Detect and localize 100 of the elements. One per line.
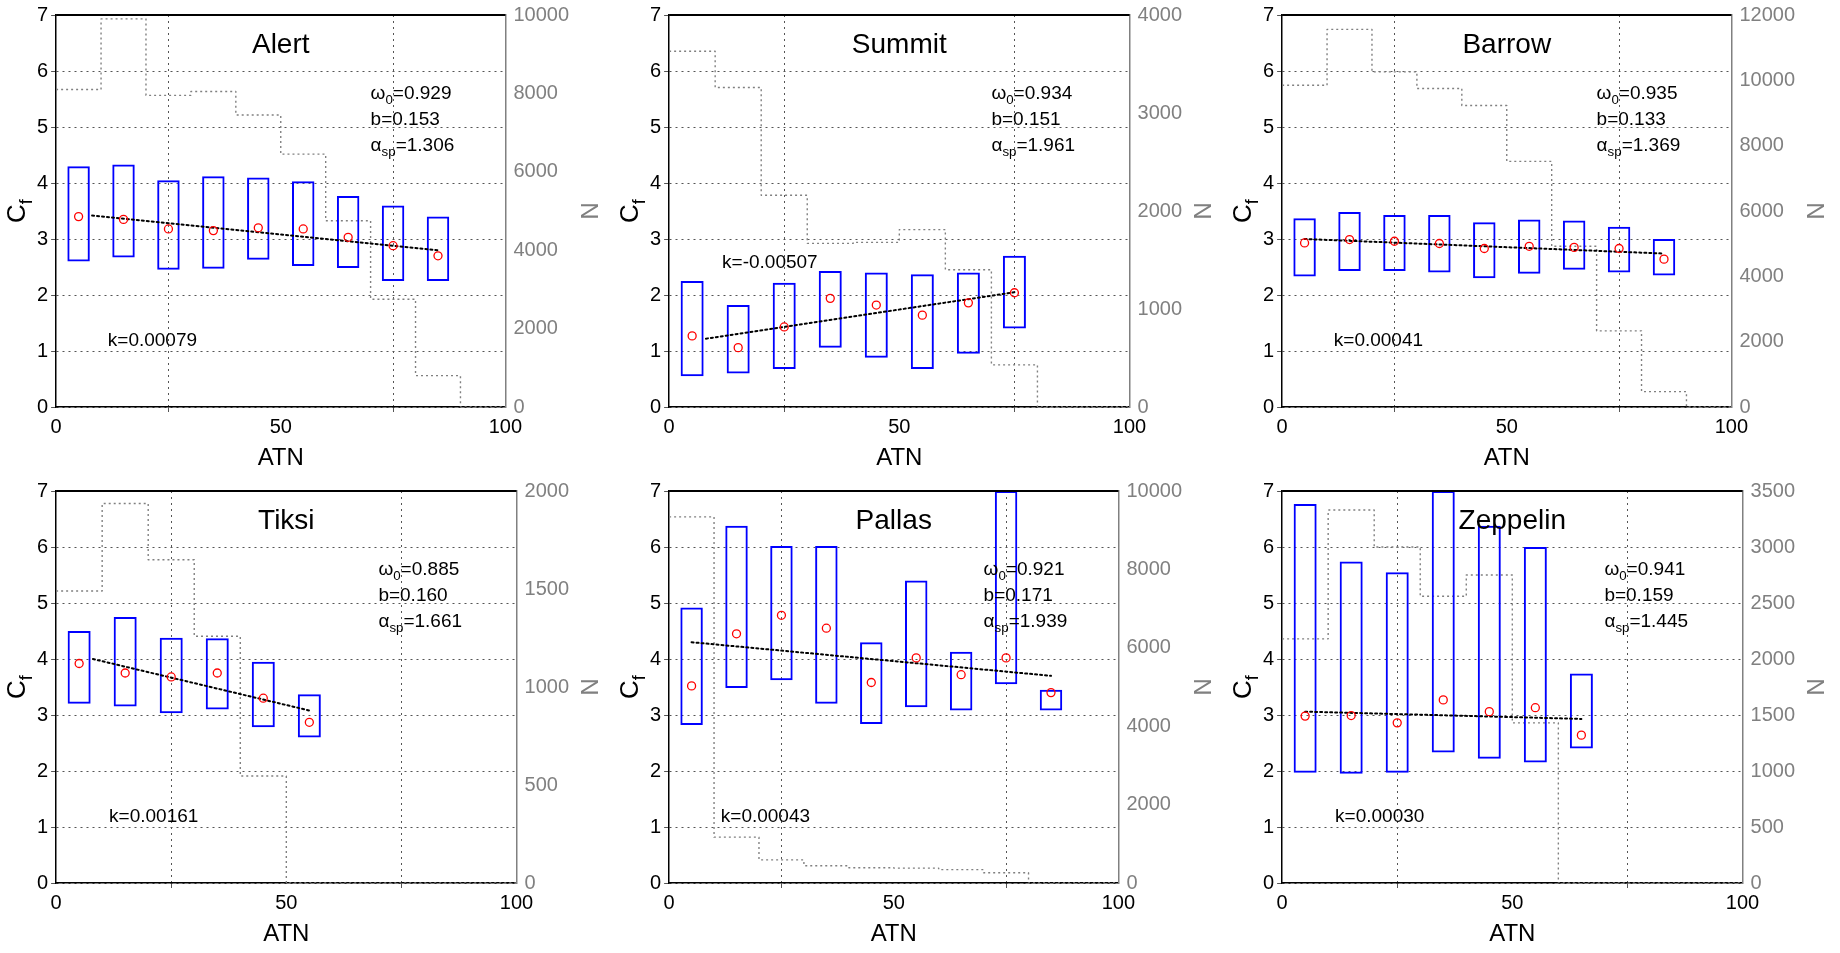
y-tick-label: 5 bbox=[650, 114, 662, 137]
y-tick-label: 4 bbox=[1263, 646, 1275, 669]
y-tick-label: 0 bbox=[1263, 394, 1275, 417]
y2-tick-label: 6000 bbox=[513, 159, 558, 182]
point bbox=[1344, 234, 1355, 245]
y-axis-title: Cf bbox=[614, 198, 650, 223]
point bbox=[1001, 653, 1011, 663]
bar bbox=[291, 181, 315, 266]
bar bbox=[815, 545, 838, 704]
y2-tick-label: 0 bbox=[1739, 394, 1751, 417]
y2-axis-title: N bbox=[1802, 678, 1830, 696]
y2-tick-label: 2000 bbox=[513, 316, 558, 339]
chart-title: Pallas bbox=[855, 503, 932, 535]
point bbox=[1389, 236, 1400, 246]
y2-tick-label: 4000 bbox=[513, 237, 558, 260]
annotation: b=0.159 bbox=[1604, 583, 1674, 605]
bar bbox=[680, 281, 704, 377]
x-tick-label: 100 bbox=[1725, 890, 1760, 913]
x-axis-title: ATN bbox=[1489, 918, 1536, 946]
y2-tick-label: 2000 bbox=[1739, 329, 1784, 352]
bar bbox=[1293, 503, 1317, 773]
bar bbox=[860, 642, 883, 724]
y-tick-label: 5 bbox=[650, 590, 662, 613]
y-tick-label: 2 bbox=[650, 282, 662, 305]
y2-tick-label: 8000 bbox=[513, 80, 558, 103]
x-tick-label: 50 bbox=[1501, 890, 1524, 913]
bar bbox=[67, 631, 91, 704]
chart-title: Tiksi bbox=[258, 503, 315, 535]
bar bbox=[1385, 572, 1409, 773]
y2-tick-label: 2000 bbox=[1126, 792, 1171, 815]
y-tick-label: 4 bbox=[37, 646, 49, 669]
y-tick-label: 6 bbox=[650, 58, 662, 81]
point bbox=[733, 342, 743, 353]
y2-axis-title: N bbox=[1189, 678, 1217, 696]
point bbox=[1530, 703, 1540, 713]
point bbox=[1484, 706, 1494, 717]
point bbox=[208, 225, 219, 236]
bar bbox=[770, 545, 793, 681]
y2-tick-label: 10000 bbox=[1126, 478, 1183, 501]
y-tick-label: 1 bbox=[37, 338, 49, 361]
y-tick-label: 6 bbox=[650, 534, 662, 557]
y2-tick-label: 4000 bbox=[1739, 263, 1784, 286]
point bbox=[776, 610, 787, 620]
point bbox=[1479, 243, 1489, 254]
point bbox=[166, 672, 176, 682]
y-tick-label: 3 bbox=[1263, 702, 1275, 725]
point bbox=[298, 224, 308, 234]
x-axis-title: ATN bbox=[257, 442, 304, 470]
point bbox=[343, 232, 353, 242]
y2-tick-label: 4000 bbox=[1126, 713, 1171, 736]
bar bbox=[772, 282, 796, 369]
point bbox=[73, 211, 84, 222]
x-tick-label: 50 bbox=[888, 414, 911, 437]
y-tick-label: 7 bbox=[650, 478, 662, 501]
point bbox=[821, 623, 832, 633]
y2-tick-label: 8000 bbox=[1739, 133, 1784, 156]
y2-tick-label: 0 bbox=[513, 394, 525, 417]
point bbox=[1576, 730, 1587, 740]
y2-tick-label: 2000 bbox=[1137, 198, 1183, 221]
annotation: b=0.151 bbox=[991, 107, 1061, 129]
chart-title: Alert bbox=[251, 27, 310, 59]
y-tick-label: 1 bbox=[1263, 338, 1275, 361]
y-tick-label: 3 bbox=[37, 226, 49, 249]
bar bbox=[1523, 547, 1547, 763]
y2-tick-label: 10000 bbox=[513, 2, 570, 25]
y-tick-label: 2 bbox=[1263, 282, 1275, 305]
x-tick-label: 50 bbox=[275, 890, 298, 913]
y2-tick-label: 0 bbox=[1137, 394, 1149, 417]
y-tick-label: 1 bbox=[650, 338, 662, 361]
point bbox=[1299, 238, 1310, 248]
y-tick-label: 0 bbox=[37, 870, 49, 893]
point bbox=[1434, 238, 1445, 249]
y2-tick-label: 1000 bbox=[1750, 758, 1796, 781]
y-axis-title: Cf bbox=[1, 198, 37, 223]
y-tick-label: 4 bbox=[1263, 170, 1275, 193]
point bbox=[258, 693, 268, 703]
point bbox=[74, 658, 84, 669]
y-tick-label: 5 bbox=[37, 114, 49, 137]
y2-tick-label: 2000 bbox=[524, 478, 570, 501]
y-tick-label: 3 bbox=[650, 702, 662, 725]
y2-tick-label: 500 bbox=[1750, 814, 1784, 837]
y2-tick-label: 3000 bbox=[1137, 100, 1183, 123]
y-tick-label: 5 bbox=[1263, 114, 1275, 137]
y2-tick-label: 2500 bbox=[1750, 590, 1796, 613]
point bbox=[1046, 687, 1056, 698]
y-tick-label: 7 bbox=[650, 2, 662, 25]
point bbox=[1438, 695, 1448, 705]
y-tick-label: 2 bbox=[37, 758, 49, 781]
bar bbox=[157, 180, 180, 270]
point bbox=[1524, 241, 1534, 251]
point bbox=[1009, 288, 1020, 298]
point bbox=[871, 300, 881, 310]
bar bbox=[726, 305, 750, 374]
y2-tick-label: 3000 bbox=[1750, 534, 1796, 557]
y2-tick-label: 1500 bbox=[1750, 702, 1796, 725]
x-axis-title: ATN bbox=[870, 918, 917, 946]
y-tick-label: 0 bbox=[650, 870, 662, 893]
y2-tick-label: 6000 bbox=[1126, 635, 1171, 658]
y-tick-label: 4 bbox=[37, 170, 49, 193]
y-axis-title: Cf bbox=[1227, 674, 1263, 699]
